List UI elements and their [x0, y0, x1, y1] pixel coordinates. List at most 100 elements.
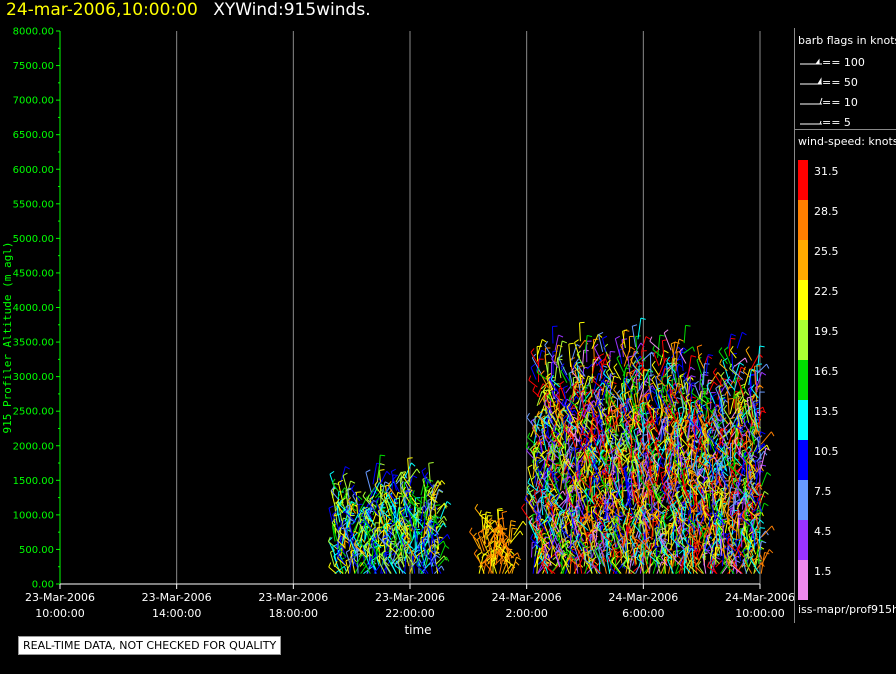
- wind-barb-flag: [711, 407, 716, 412]
- wind-barb: [566, 488, 573, 502]
- wind-barb: [608, 507, 619, 517]
- wind-barb: [619, 394, 628, 411]
- wind-barb: [703, 546, 711, 555]
- wind-barb: [578, 442, 587, 454]
- wind-barb-flag: [633, 402, 636, 408]
- wind-barb: [497, 551, 507, 565]
- wind-barb-flag: [578, 438, 583, 444]
- wind-barb: [634, 354, 641, 365]
- wind-barb-flag: [572, 362, 576, 368]
- wind-barb: [602, 498, 605, 515]
- wind-barb-flag: [535, 458, 541, 463]
- wind-barb-flag: [412, 475, 418, 479]
- wind-barb: [554, 552, 561, 566]
- wind-barb: [334, 565, 344, 574]
- wind-barb: [351, 557, 358, 568]
- wind-barb-flag: [721, 545, 727, 550]
- wind-barb: [658, 392, 667, 408]
- wind-barb: [424, 479, 429, 501]
- wind-barb: [705, 512, 716, 527]
- wind-barb: [692, 536, 699, 553]
- wind-barb: [592, 510, 605, 521]
- wind-barb: [588, 447, 598, 463]
- wind-barb: [693, 551, 698, 574]
- wind-barb: [667, 523, 670, 543]
- wind-barb: [433, 539, 437, 564]
- wind-barb: [722, 490, 731, 501]
- wind-barb: [718, 386, 725, 406]
- wind-barb-flag: [563, 424, 567, 430]
- wind-barb-flag: [536, 456, 542, 460]
- wind-barb-flag: [717, 371, 722, 377]
- wind-barb: [721, 519, 725, 543]
- wind-barb-flag: [577, 515, 581, 521]
- wind-barb-flag: [650, 387, 655, 391]
- wind-barb-flag: [681, 521, 685, 527]
- wind-barb: [588, 477, 592, 493]
- wind-barb-flag: [384, 551, 390, 554]
- wind-barb: [531, 524, 542, 542]
- wind-barb-flag: [620, 499, 624, 505]
- wind-barb: [608, 445, 617, 454]
- wind-barb: [681, 492, 690, 511]
- wind-barb-flag: [544, 475, 548, 480]
- wind-barb: [646, 483, 649, 498]
- wind-barb: [350, 551, 356, 574]
- wind-barb: [629, 390, 635, 406]
- wind-barb: [557, 429, 564, 441]
- wind-barb: [494, 544, 504, 558]
- wind-barb-flag: [699, 436, 704, 441]
- wind-barb-flag: [693, 525, 698, 531]
- wind-barb-flag: [686, 440, 690, 446]
- wind-barb-flag: [570, 510, 576, 514]
- wind-barb-flag: [397, 508, 401, 514]
- wind-barb: [627, 369, 637, 385]
- wind-barb-flag: [446, 501, 452, 505]
- wind-barb-flag: [651, 385, 656, 390]
- wind-barb: [380, 509, 390, 519]
- wind-barb-flag: [568, 425, 573, 431]
- wind-barb: [484, 520, 494, 533]
- wind-barb: [383, 562, 391, 574]
- wind-barb-flag: [654, 439, 659, 445]
- wind-barb: [637, 443, 640, 463]
- wind-barb-flag: [599, 353, 605, 357]
- wind-barb: [559, 455, 564, 474]
- wind-barb: [579, 322, 581, 342]
- wind-barb-flag: [558, 334, 564, 338]
- wind-barb-flag: [539, 484, 544, 489]
- wind-barb-flag: [633, 412, 640, 415]
- wind-barb: [528, 521, 538, 540]
- wind-barb: [650, 491, 653, 514]
- wind-barb: [574, 543, 583, 558]
- wind-barb-flag: [647, 415, 652, 421]
- wind-barb: [569, 548, 577, 555]
- wind-barb: [363, 517, 372, 529]
- wind-barb-flag: [661, 375, 667, 378]
- wind-barb-flag: [363, 506, 369, 510]
- wind-barb: [498, 529, 509, 538]
- wind-barb: [592, 339, 595, 359]
- wind-barb-flag: [644, 420, 649, 426]
- wind-barb: [414, 552, 422, 567]
- wind-barb: [503, 540, 513, 559]
- wind-barb-flag: [421, 559, 425, 565]
- wind-barb-flag: [365, 469, 371, 473]
- wind-barb: [540, 381, 550, 390]
- wind-barb: [683, 501, 687, 522]
- wind-barb-flag: [527, 464, 533, 468]
- wind-barb: [395, 471, 402, 483]
- wind-barb-flag: [594, 545, 599, 551]
- wind-barb: [593, 373, 599, 391]
- wind-barb: [345, 552, 351, 565]
- wind-barb-flag: [401, 534, 407, 539]
- wind-barb: [490, 551, 493, 567]
- wind-barb: [378, 455, 381, 479]
- wind-barb: [350, 488, 361, 502]
- wind-barb-flag: [632, 448, 638, 452]
- wind-barb-flag: [680, 373, 686, 377]
- wind-barb: [666, 363, 669, 385]
- wind-barb-flag: [602, 365, 608, 368]
- wind-barb-flag: [611, 542, 616, 547]
- wind-barb: [660, 391, 670, 408]
